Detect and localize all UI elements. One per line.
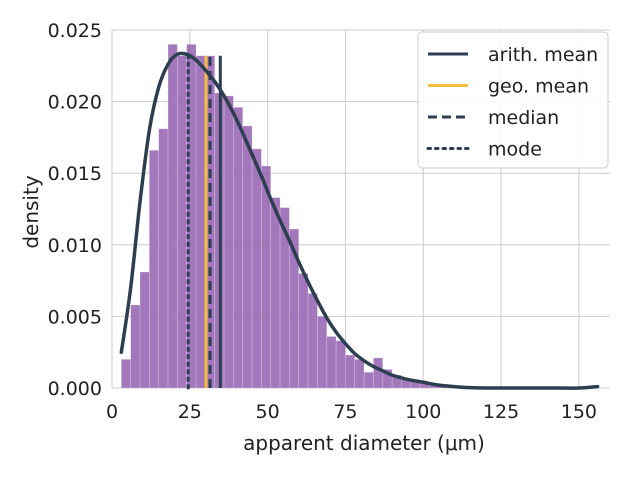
- histogram-bar: [177, 55, 188, 389]
- x-axis-label: apparent diameter (μm): [243, 431, 485, 455]
- x-tick-label: 150: [561, 401, 597, 423]
- x-tick-label: 75: [333, 401, 357, 423]
- y-axis-ticks: 0.000 0.005 0.010 0.015 0.020 0.025: [48, 20, 102, 400]
- legend-label: arith. mean: [488, 44, 598, 66]
- histogram-bar: [195, 55, 206, 389]
- x-tick-label: 50: [256, 401, 280, 423]
- histogram-bar: [130, 304, 141, 389]
- legend-label: median: [488, 107, 559, 129]
- legend-label: geo. mean: [488, 76, 589, 98]
- legend-label: mode: [488, 139, 542, 161]
- y-tick-label: 0.005: [48, 306, 102, 328]
- y-axis-label: density: [19, 175, 43, 248]
- y-tick-label: 0.010: [48, 235, 102, 257]
- legend: arith. mean geo. mean median mode: [417, 31, 609, 169]
- histogram-bar: [251, 148, 262, 389]
- x-tick-label: 25: [178, 401, 202, 423]
- x-tick-label: 0: [106, 401, 118, 423]
- histogram-bar: [121, 359, 131, 389]
- histogram-bar: [335, 340, 346, 389]
- x-axis-ticks: 0 25 50 75 100 125 150: [106, 401, 597, 423]
- y-tick-label: 0.025: [48, 20, 102, 42]
- histogram-bar: [223, 95, 234, 389]
- histogram-bar: [345, 354, 356, 389]
- histogram-bar: [363, 371, 374, 389]
- histogram-bar: [354, 359, 365, 389]
- histogram-bar: [242, 125, 253, 389]
- kde-curve: [119, 51, 600, 390]
- y-tick-label: 0.020: [48, 92, 102, 114]
- histogram-bar: [270, 197, 281, 389]
- statistic-lines: [186, 54, 222, 390]
- histogram-bar: [158, 128, 169, 389]
- histogram-bar: [186, 44, 197, 389]
- histogram-bar: [373, 357, 384, 389]
- x-tick-label: 125: [483, 401, 519, 423]
- histogram-bar: [307, 293, 318, 389]
- y-tick-label: 0.015: [48, 163, 102, 185]
- histogram-bar: [298, 273, 309, 389]
- histogram-bars: [121, 44, 449, 389]
- histogram-bar: [233, 107, 244, 389]
- legend-frame: [417, 31, 609, 169]
- y-tick-label: 0.000: [48, 378, 102, 400]
- histogram-bar: [326, 336, 337, 389]
- histogram-bar: [149, 149, 159, 389]
- x-tick-label: 100: [405, 401, 441, 423]
- histogram-bar: [317, 316, 328, 389]
- histogram-bar: [167, 44, 178, 389]
- histogram-bar: [139, 271, 150, 389]
